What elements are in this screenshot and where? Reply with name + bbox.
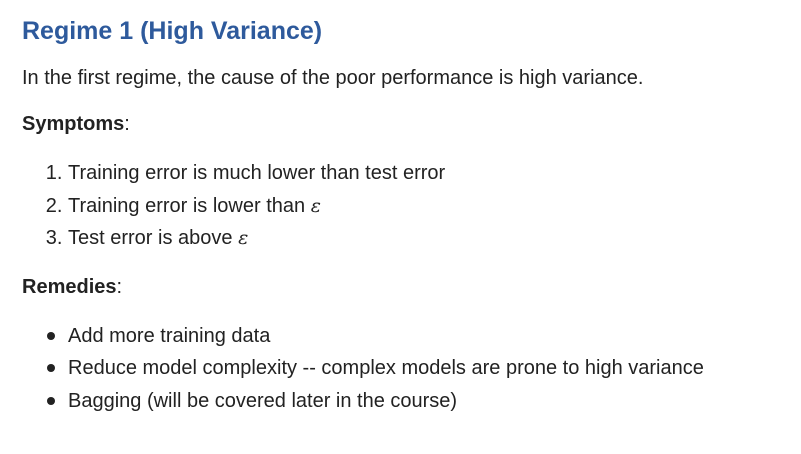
symptom-item: Test error is above ε	[68, 222, 801, 255]
remedies-heading: Remedies:	[22, 273, 801, 301]
symptoms-heading-colon: :	[124, 113, 130, 135]
symptom-text: Training error is lower than	[68, 194, 311, 217]
remedy-item: Add more training data	[47, 320, 801, 353]
remedies-list: Add more training data Reduce model comp…	[22, 320, 801, 418]
remedy-item: Bagging (will be covered later in the co…	[47, 385, 801, 418]
remedy-text: Bagging (will be covered later in the co…	[68, 389, 458, 412]
remedy-item: Reduce model complexity -- complex model…	[47, 352, 801, 385]
symptom-item: Training error is much lower than test e…	[68, 157, 801, 190]
bullet-icon	[47, 364, 55, 372]
intro-paragraph: In the first regime, the cause of the po…	[22, 67, 644, 89]
symptoms-heading: Symptoms:	[22, 110, 801, 138]
remedy-text: Reduce model complexity -- complex model…	[68, 357, 704, 379]
bullet-icon	[47, 331, 55, 340]
symptoms-heading-label: Symptoms	[22, 113, 125, 135]
epsilon-symbol: ε	[310, 194, 321, 217]
section-title: Regime 1 (High Variance)	[22, 17, 323, 45]
symptom-item: Training error is lower than ε	[68, 190, 801, 223]
symptom-text: Training error is much lower than test e…	[68, 162, 446, 184]
remedies-heading-label: Remedies	[22, 275, 117, 298]
document-content: Regime 1 (High Variance) In the first re…	[0, 0, 801, 417]
symptom-text: Test error is above	[68, 227, 239, 249]
epsilon-symbol: ε	[238, 227, 249, 249]
remedy-text: Add more training data	[68, 324, 271, 347]
symptoms-list: Training error is much lower than test e…	[22, 157, 801, 255]
bullet-icon	[47, 396, 55, 405]
remedies-heading-colon: :	[116, 275, 123, 298]
